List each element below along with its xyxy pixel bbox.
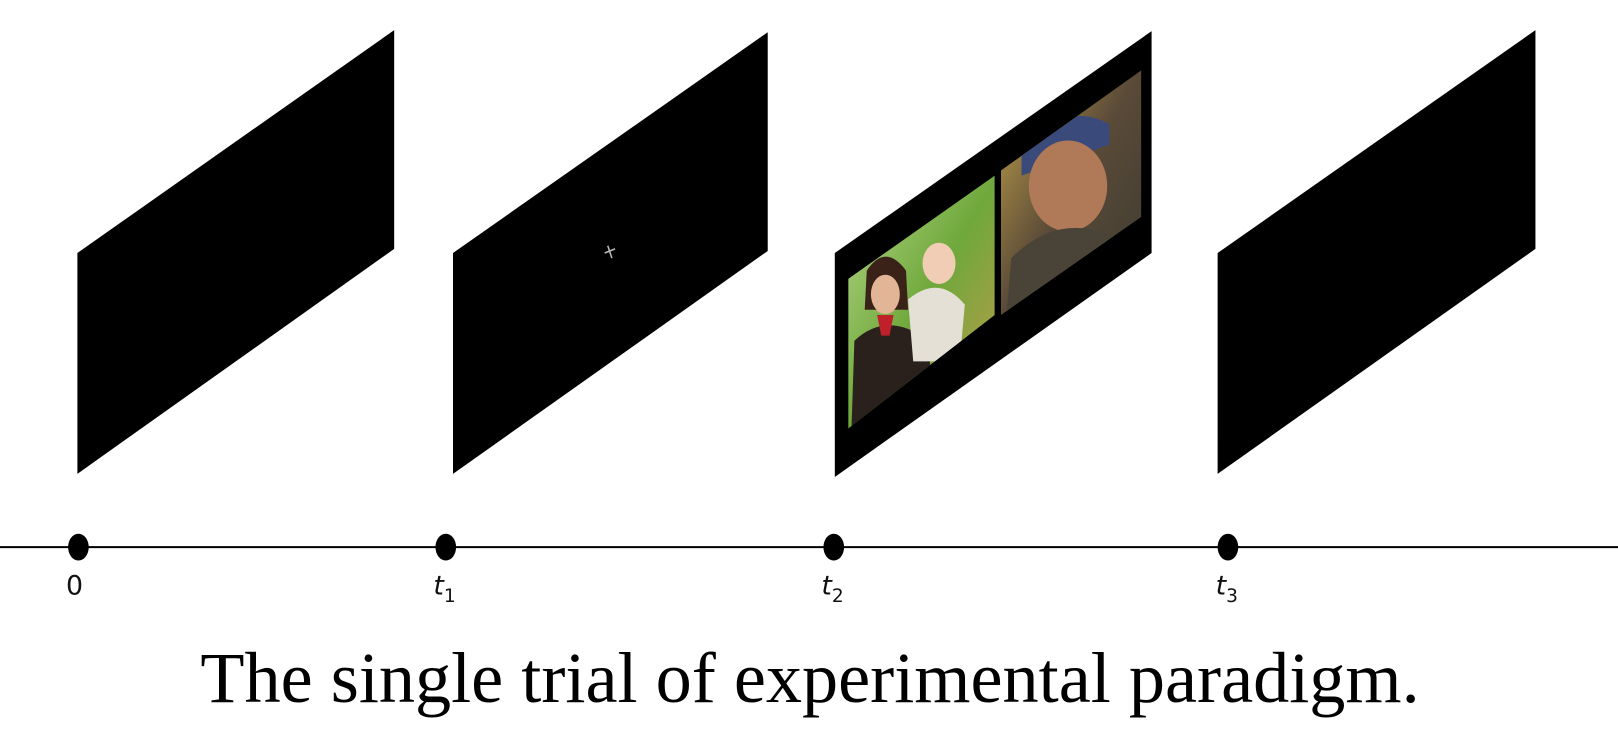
time-label: t1 <box>433 571 455 607</box>
screen-blank <box>1218 30 1536 474</box>
timeline-points: 0 t1 t2 t3 <box>66 534 1238 607</box>
diagram: 0 t1 t2 t3 The single trial of experimental… <box>0 0 1618 731</box>
time-label: t2 <box>821 571 843 607</box>
time-point <box>823 534 844 561</box>
time-point <box>1218 534 1239 561</box>
time-label: 0 <box>66 571 83 602</box>
time-label-subscript: 3 <box>1226 586 1238 607</box>
time-point <box>68 534 89 561</box>
time-label: t3 <box>1216 571 1238 607</box>
caption: The single trial of experimental paradig… <box>200 638 1419 718</box>
screen-blank <box>77 30 394 474</box>
time-label-base: 0 <box>66 571 83 602</box>
time-label-subscript: 2 <box>832 586 844 607</box>
time-label-subscript: 1 <box>444 586 456 607</box>
time-point <box>435 534 456 561</box>
page: 0 t1 t2 t3 The single trial of experimental… <box>0 0 1618 731</box>
